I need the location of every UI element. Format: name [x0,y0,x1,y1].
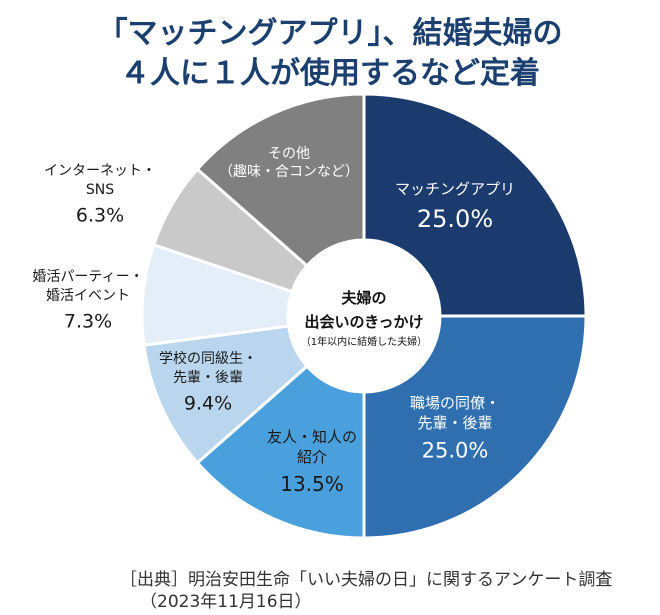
donut-slice-3 [195,364,366,540]
chart-title-line-2: ４人に１人が使用するなど定着 [120,56,540,91]
slice-label-3-line-1: 友人・知人の [267,428,357,446]
slice-label-2-line-1: 職場の同僚・ [410,394,500,412]
slice-label-7-line-2: （趣味・合コンなど） [219,164,359,180]
donut-slice-2 [362,314,588,540]
slice-label-1-line-1: マッチングアプリ [395,180,515,198]
slice-label-3-line-2: 紹介 [297,448,327,466]
source-citation: ［出典］明治安田生命「いい夫婦の日」に関するアンケート調査 [120,570,613,590]
slice-value-1: 25.0% [417,205,493,233]
slice-label-4-line-1: 学校の同級生・ [159,350,257,367]
slice-label-6-line-1: インターネット・ [44,163,156,179]
slice-label-2-line-2: 先輩・後輩 [417,414,492,432]
slice-label-6-line-2: SNS [86,182,114,198]
source-date: （2023年11月16日） [140,592,312,612]
center-label-line-3: （1年以内に結婚した夫婦） [301,335,427,348]
slice-value-3: 13.5% [280,472,344,496]
donut-slice-7 [195,92,366,268]
slice-label-5-line-2: 婚活イベント [46,288,130,304]
center-label-line-1: 夫婦の [341,289,386,307]
slice-value-2: 25.0% [422,438,489,462]
slice-label-4-line-2: 先輩・後輩 [173,370,243,386]
slice-value-4: 9.4% [184,393,232,415]
chart-title-line-1: 「マッチングアプリ」、結婚夫婦の [97,16,563,51]
donut-slice-1 [362,92,588,318]
slice-value-5: 7.3% [64,311,112,333]
center-label-line-2: 出会いのきっかけ [305,313,424,331]
slice-label-5-line-1: 婚活パーティー・ [32,269,143,285]
slice-label-7-line-1: その他 [268,146,310,162]
slice-value-6: 6.3% [76,205,124,227]
